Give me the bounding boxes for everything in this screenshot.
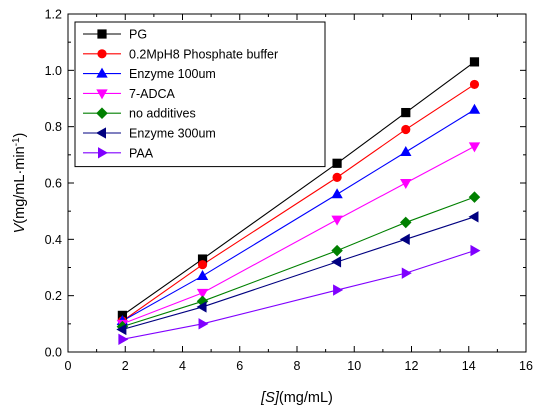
x-tick-label: 4	[179, 359, 186, 373]
x-tick-label: 16	[519, 359, 533, 373]
data-point-triangle-left	[95, 127, 106, 139]
y-axis-label-var: V	[12, 222, 28, 233]
x-tick-label: 12	[405, 359, 419, 373]
axis-ticks: 0 2 4 6 8 10 12 14 16 0.0 0.2 0.4 0.6 0.8 1.0 1.2	[45, 8, 533, 374]
legend-box	[74, 21, 326, 168]
y-tick-label: 0.0	[45, 346, 62, 360]
data-point-triangle-down	[196, 288, 209, 299]
y-tick-label: 0.8	[45, 120, 62, 134]
data-point-triangle-up	[196, 269, 209, 280]
data-point-circle	[332, 172, 342, 182]
data-point-diamond	[400, 216, 412, 229]
data-point-square	[97, 29, 107, 39]
data-point-triangle-left	[399, 233, 410, 246]
y-tick-label: 1.2	[45, 8, 62, 22]
y-axis-label-close: )	[12, 133, 28, 138]
legend-label: 0.2MpH8 Phosphate buffer	[129, 47, 278, 61]
series-line	[122, 216, 475, 330]
data-point-square	[469, 57, 480, 67]
data-point-triangle-up	[96, 67, 108, 78]
legend-label: PG	[129, 28, 147, 42]
y-tick-label: 0.6	[45, 177, 62, 191]
legend-label: PAA	[129, 146, 154, 160]
data-point-circle	[197, 260, 208, 270]
series-line	[122, 145, 475, 325]
data-point-triangle-left	[331, 256, 342, 268]
y-tick-label: 0.2	[45, 289, 62, 303]
x-tick-label: 14	[462, 359, 476, 373]
data-point-diamond	[331, 244, 343, 257]
data-point-triangle-down	[468, 142, 481, 153]
data-point-diamond	[468, 191, 481, 203]
data-point-triangle-right	[98, 147, 109, 159]
x-axis-label: [S](mg/mL)	[260, 390, 333, 406]
data-point-square	[332, 158, 342, 168]
data-point-triangle-up	[468, 103, 481, 114]
y-axis-label: V(mg/mL·min-1)	[11, 133, 29, 234]
data-point-triangle-right	[333, 284, 344, 296]
data-point-circle	[97, 49, 107, 59]
x-tick-label: 0	[65, 359, 72, 373]
data-point-triangle-up	[400, 146, 412, 157]
series-line	[122, 250, 475, 340]
y-axis-label-unit: (mg/mL·min	[12, 146, 28, 223]
data-point-triangle-up	[331, 188, 343, 199]
data-point-triangle-left	[116, 323, 127, 336]
x-axis-label-unit: (mg/mL)	[279, 390, 333, 406]
y-tick-label: 1.0	[45, 64, 62, 78]
data-point-triangle-right	[470, 244, 481, 257]
x-tick-label: 6	[236, 359, 243, 373]
x-tick-label: 2	[122, 359, 129, 373]
data-point-square	[401, 107, 411, 118]
data-point-triangle-right	[401, 267, 412, 279]
legend-label: 7-ADCA	[129, 87, 176, 101]
data-point-triangle-left	[468, 211, 479, 223]
data-point-triangle-right	[198, 318, 209, 330]
y-axis-label-sup: -1	[11, 137, 22, 146]
data-point-triangle-right	[118, 333, 129, 346]
data-point-circle	[469, 79, 480, 90]
series-line	[122, 196, 475, 328]
data-point-triangle-down	[331, 215, 343, 226]
data-point-triangle-down	[400, 178, 412, 190]
data-point-circle	[401, 124, 411, 135]
data-point-triangle-left	[196, 301, 207, 313]
legend-label: Enzyme 300um	[129, 127, 216, 141]
legend-label: Enzyme 100um	[129, 67, 216, 81]
data-point-triangle-down	[96, 89, 108, 100]
x-tick-label: 8	[294, 359, 301, 373]
legend: PG 0.2MpH8 Phosphate buffer Enzyme 100um 7-…	[74, 21, 326, 168]
data-point-diamond	[96, 107, 108, 119]
x-axis-label-var: [S]	[260, 390, 280, 406]
y-tick-label: 0.4	[45, 233, 62, 247]
legend-label: no additives	[129, 107, 196, 121]
x-tick-label: 10	[347, 359, 361, 373]
series-markers	[116, 57, 481, 346]
